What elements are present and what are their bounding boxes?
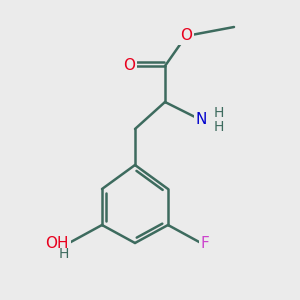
Text: OH: OH — [46, 236, 69, 250]
Text: H: H — [58, 248, 69, 261]
Text: H: H — [214, 120, 224, 134]
Text: O: O — [123, 58, 135, 74]
Text: O: O — [180, 28, 192, 44]
Text: F: F — [201, 236, 210, 250]
Text: H: H — [214, 106, 224, 120]
Text: N: N — [195, 112, 207, 128]
